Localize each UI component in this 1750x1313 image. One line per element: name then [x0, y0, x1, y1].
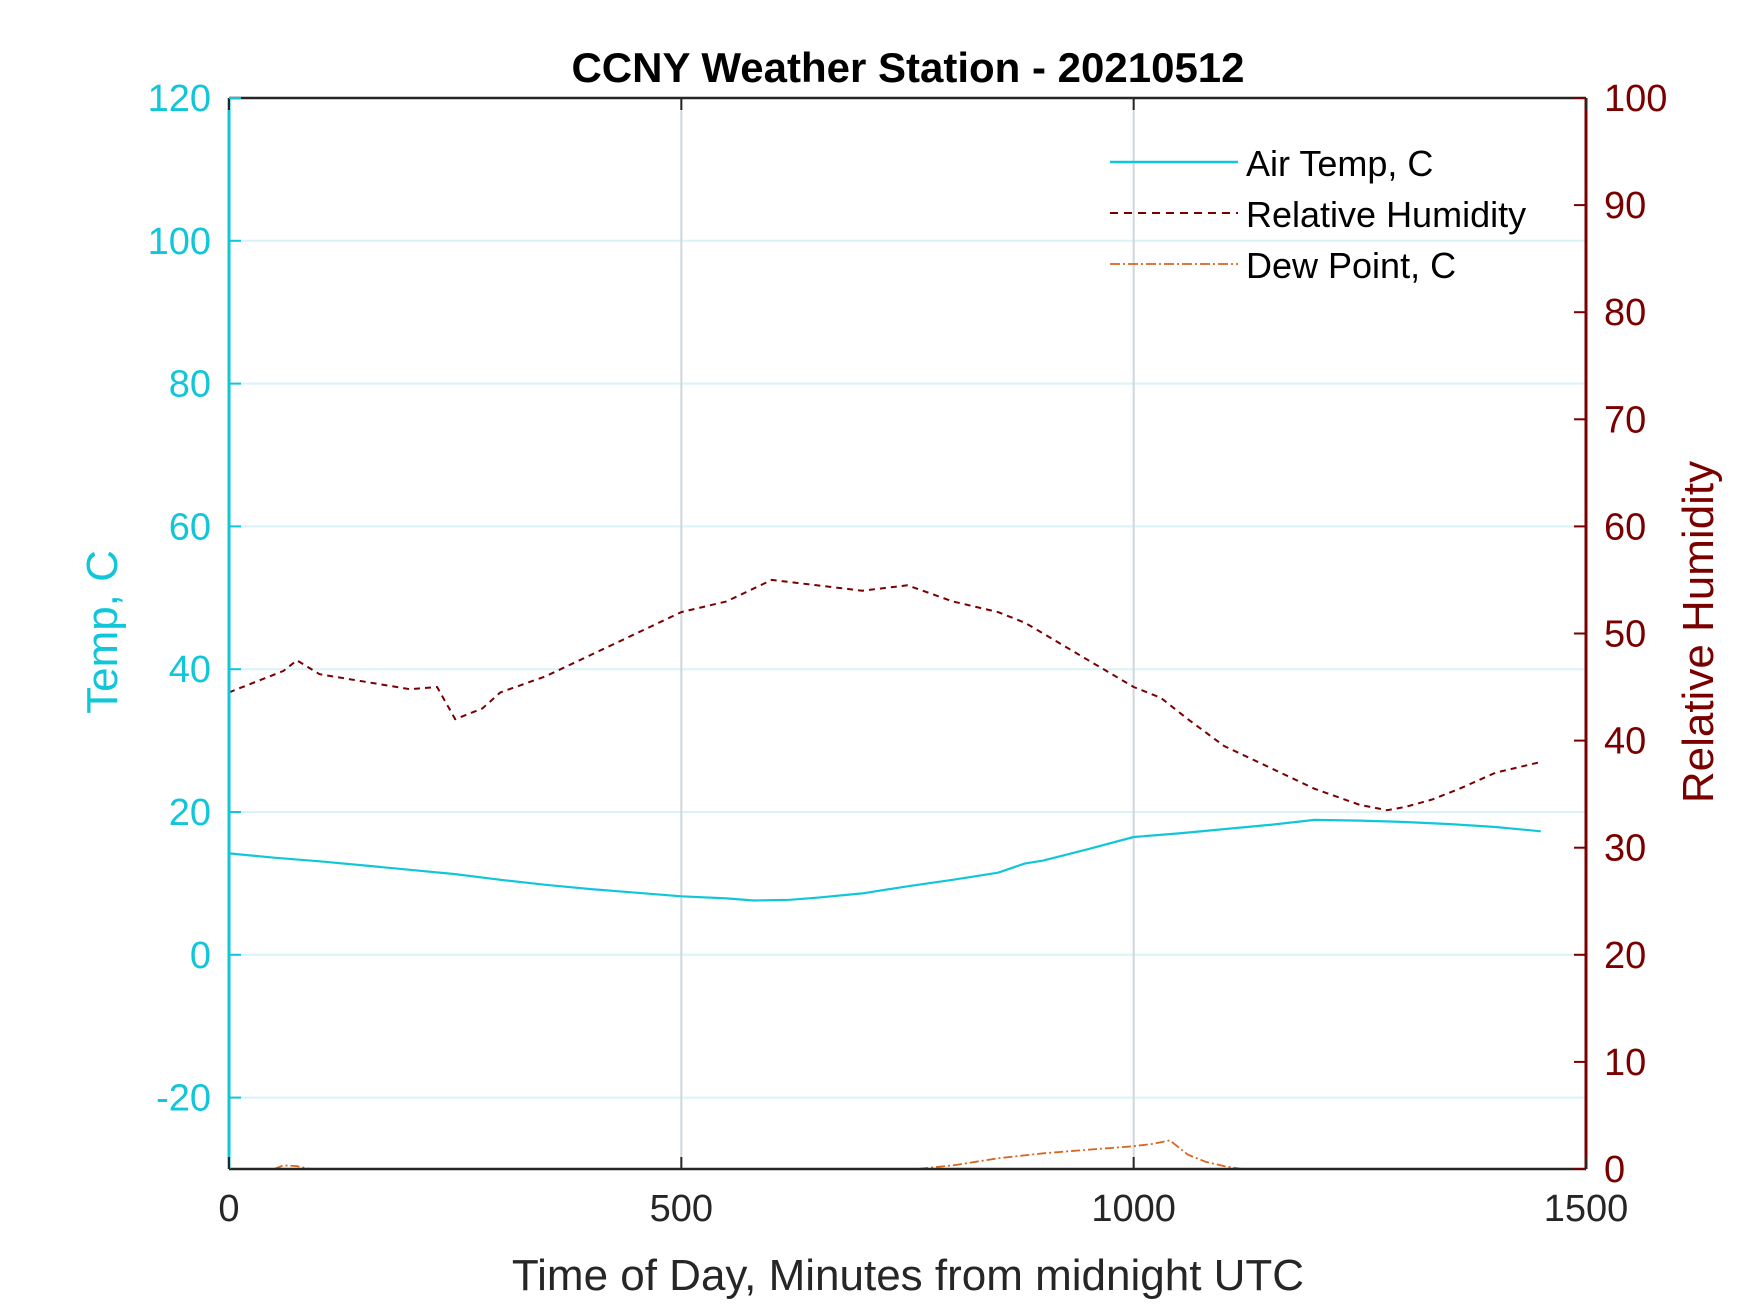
x-tick-label: 1500 [1544, 1188, 1629, 1230]
y-right-tick-label: 90 [1604, 185, 1646, 227]
y-right-tick-label: 70 [1604, 399, 1646, 441]
y-right-tick-label: 10 [1604, 1042, 1646, 1084]
y-right-tick-label: 100 [1604, 78, 1667, 120]
y-right-tick-label: 60 [1604, 506, 1646, 548]
series-line-air-temp [228, 818, 1541, 902]
y-left-tick-label: -20 [156, 1078, 211, 1120]
chart-title: CCNY Weather Station - 20210512 [571, 44, 1244, 91]
legend: Air Temp, C Relative Humidity Dew Point,… [1110, 143, 1526, 286]
x-axis-label: Time of Day, Minutes from midnight UTC [512, 1251, 1304, 1300]
y-right-tick-label: 0 [1604, 1149, 1625, 1191]
x-tick-label: 500 [650, 1188, 713, 1230]
y-left-tick-label: 0 [190, 935, 211, 977]
y-left-tick-label: 60 [169, 506, 211, 548]
y-left-tick-label: 40 [169, 649, 211, 691]
y-right-tick-label: 30 [1604, 828, 1646, 870]
x-tick-label: 0 [218, 1188, 239, 1230]
y-right-tick-label: 20 [1604, 935, 1646, 977]
y-axis-left-label: Temp, C [78, 550, 127, 714]
y-left-tick-label: 120 [148, 78, 211, 120]
y-right-tick-label: 40 [1604, 721, 1646, 763]
y-right-tick-label: 50 [1604, 614, 1646, 656]
legend-label-dew-point: Dew Point, C [1246, 245, 1456, 286]
y-axis-right-label: Relative Humidity [1674, 461, 1723, 803]
x-tick-label: 1000 [1091, 1188, 1176, 1230]
y-left-tick-label: 100 [148, 221, 211, 263]
axes [227, 96, 1588, 1171]
ticks: 0 500 1000 1500120100806040200-201009080706… [148, 78, 1668, 1230]
series-line-dew-point [273, 1139, 1243, 1170]
legend-label-air-temp: Air Temp, C [1246, 143, 1433, 184]
series-group [228, 578, 1542, 1170]
series-line-relative-humidity [228, 578, 1542, 812]
legend-label-relative-humidity: Relative Humidity [1246, 194, 1526, 235]
y-right-tick-label: 80 [1604, 292, 1646, 334]
grid [229, 97, 1586, 1169]
y-left-tick-label: 80 [169, 364, 211, 406]
y-left-tick-label: 20 [169, 792, 211, 834]
